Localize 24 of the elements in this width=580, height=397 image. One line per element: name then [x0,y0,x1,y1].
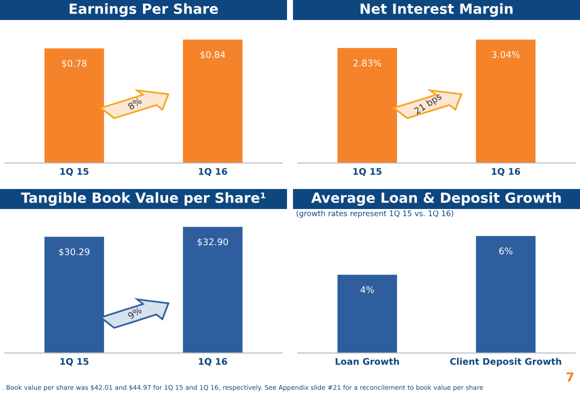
chart-title: Net Interest Margin [360,3,513,17]
data-label: 6% [499,248,512,254]
chart-title: Earnings Per Share [70,3,218,17]
annotation: 8% [127,97,142,110]
data-label: $32.90 [198,238,228,246]
chart-title: Average Loan & Deposit Growth [311,192,561,206]
x-tick-label: 1Q 16 [198,358,228,366]
x-tick-label: 1Q 16 [492,168,520,176]
x-tick-label: 1Q 15 [60,358,88,366]
annotation: 21 bps [414,92,443,116]
data-label: $0.84 [200,50,226,60]
data-label: $30.29 [59,248,90,256]
x-tick-label: 1Q 16 [198,168,228,176]
data-label: $0.78 [62,60,87,68]
annotation: 9% [127,306,142,320]
x-tick-label: Client Deposit Growth [450,358,562,367]
data-label: 3.04% [492,51,520,58]
chart-title: Tangible Book Value per Share¹ [20,192,266,206]
x-tick-label: 1Q 15 [353,168,382,176]
data-label: 2.83% [354,60,382,66]
x-tick-label: Loan Growth [336,358,399,365]
data-label: 4% [360,286,374,294]
x-tick-label: 1Q 15 [60,168,88,176]
text: 7 [566,372,574,382]
